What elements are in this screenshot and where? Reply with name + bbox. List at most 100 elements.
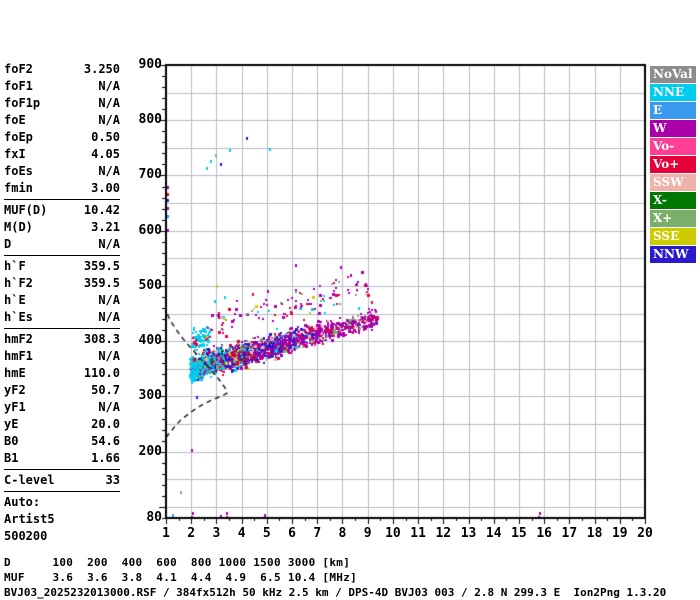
- parameter-value: 3.00: [91, 181, 120, 195]
- y-axis-tick-label: 800: [138, 112, 162, 128]
- scaled-parameters-panel: foF2 3.250 foF1 N/A foF1p N/A foE N/A foEp 0.50 fx…: [4, 61, 120, 545]
- panel-divider: [4, 255, 120, 256]
- y-axis-tick-label: 900: [138, 57, 162, 72]
- parameter-label: Auto:: [4, 495, 41, 509]
- y-axis-tick-label: 600: [138, 222, 162, 238]
- parameter-label: h`E: [4, 293, 26, 307]
- x-axis-tick-label: 5: [262, 526, 271, 541]
- parameter-value: 20.0: [91, 417, 120, 431]
- parameter-row: foF1p N/A: [4, 95, 120, 112]
- y-axis-tick-label: 200: [138, 443, 162, 459]
- parameter-label: h`Es: [4, 310, 33, 324]
- x-axis-tick-label: 4: [237, 526, 246, 541]
- parameter-value: 359.5: [83, 259, 120, 273]
- parameter-label: foF2: [4, 62, 33, 76]
- parameter-label: Artist5: [4, 512, 55, 526]
- panel-divider: [4, 328, 120, 329]
- x-axis-tick-label: 14: [485, 526, 502, 541]
- x-axis-tick-label: 1: [162, 526, 170, 541]
- x-axis-tick-label: 19: [611, 526, 628, 541]
- panel-divider: [4, 199, 120, 200]
- legend-item-e: E: [650, 102, 696, 119]
- parameter-row: foEs N/A: [4, 163, 120, 180]
- parameter-value: N/A: [98, 96, 120, 110]
- parameter-label: fmin: [4, 181, 33, 195]
- parameter-label: yF1: [4, 400, 26, 414]
- parameter-label: hmF2: [4, 332, 33, 346]
- parameter-label: C-level: [4, 473, 55, 487]
- parameter-label: B1: [4, 451, 19, 465]
- panel-divider: [4, 491, 120, 492]
- parameter-label: M(D): [4, 220, 33, 234]
- doppler-direction-legend: NoVal NNE E W Vo- Vo+ SSW X- X+ SSE NNW: [650, 66, 696, 264]
- parameter-label: foEs: [4, 164, 33, 178]
- parameter-value: 308.3: [83, 332, 120, 346]
- legend-item-nne: NNE: [650, 84, 696, 101]
- legend-item-sse: SSE: [650, 228, 696, 245]
- x-axis-tick-label: 15: [511, 526, 527, 541]
- x-axis-tick-label: 12: [435, 526, 452, 541]
- parameter-label: yF2: [4, 383, 26, 397]
- parameter-value: N/A: [98, 400, 120, 414]
- parameter-value: N/A: [98, 113, 120, 127]
- parameter-label: foEp: [4, 130, 33, 144]
- parameter-value: 0.50: [91, 130, 120, 144]
- parameter-row: fmin 3.00: [4, 180, 120, 197]
- parameter-value: N/A: [98, 310, 120, 324]
- parameter-value: 359.5: [83, 276, 120, 290]
- x-axis-tick-label: 13: [460, 526, 477, 541]
- parameter-row: hmF2 308.3: [4, 331, 120, 348]
- parameter-value: 4.05: [91, 147, 120, 161]
- x-axis-tick-label: 17: [561, 526, 578, 541]
- parameter-label: foE: [4, 113, 26, 127]
- parameter-row: foE N/A: [4, 112, 120, 129]
- y-axis-tick-label: 300: [138, 388, 162, 404]
- parameter-value: N/A: [98, 164, 120, 178]
- parameter-row: Artist5: [4, 511, 120, 528]
- parameter-value: 110.0: [83, 366, 120, 380]
- parameter-label: D: [4, 237, 12, 251]
- parameter-label: hmE: [4, 366, 26, 380]
- parameter-row: C-level 33: [4, 472, 120, 489]
- parameter-row: B0 54.6: [4, 433, 120, 450]
- y-axis-tick-label: 500: [138, 277, 162, 293]
- parameter-label: yE: [4, 417, 19, 431]
- x-axis-tick-label: 18: [586, 526, 603, 541]
- parameter-value: 33: [105, 473, 120, 487]
- x-axis-tick-label: 2: [187, 526, 196, 541]
- legend-item-ssw: SSW: [650, 174, 696, 191]
- parameter-label: 500200: [4, 529, 48, 543]
- parameter-label: MUF(D): [4, 203, 48, 217]
- parameter-row: h`E N/A: [4, 292, 120, 309]
- legend-item-w: W: [650, 120, 696, 137]
- legend-item-x: X-: [650, 192, 696, 209]
- parameter-value: N/A: [98, 237, 120, 251]
- parameter-value: 50.7: [91, 383, 120, 397]
- parameter-label: fxI: [4, 147, 26, 161]
- parameter-row: MUF(D) 10.42: [4, 202, 120, 219]
- parameter-row: Auto:: [4, 494, 120, 511]
- legend-item-noval: NoVal: [650, 66, 696, 83]
- parameter-row: yF2 50.7: [4, 382, 120, 399]
- parameter-row: hmE 110.0: [4, 365, 120, 382]
- parameter-row: M(D) 3.21: [4, 219, 120, 236]
- x-axis-tick-label: 7: [313, 526, 322, 541]
- parameter-value: 1.66: [91, 451, 120, 465]
- parameter-label: foF1p: [4, 96, 41, 110]
- parameter-value: 3.250: [83, 62, 120, 76]
- parameter-row: yF1 N/A: [4, 399, 120, 416]
- parameter-row: 500200: [4, 528, 120, 545]
- muf-row: MUF 3.6 3.6 3.8 4.1 4.4 4.9 6.5 10.4 [MH…: [4, 571, 358, 584]
- x-axis-tick-label: 6: [288, 526, 296, 541]
- legend-item-x: X+: [650, 210, 696, 227]
- legend-item-vo: Vo+: [650, 156, 696, 173]
- parameter-row: D N/A: [4, 236, 120, 253]
- x-axis-tick-label: 20: [637, 526, 653, 541]
- parameter-value: N/A: [98, 293, 120, 307]
- legend-item-vo: Vo-: [650, 138, 696, 155]
- y-axis-tick-label: 80: [146, 510, 162, 525]
- x-axis-tick-label: 9: [363, 526, 372, 541]
- parameter-value: 10.42: [83, 203, 120, 217]
